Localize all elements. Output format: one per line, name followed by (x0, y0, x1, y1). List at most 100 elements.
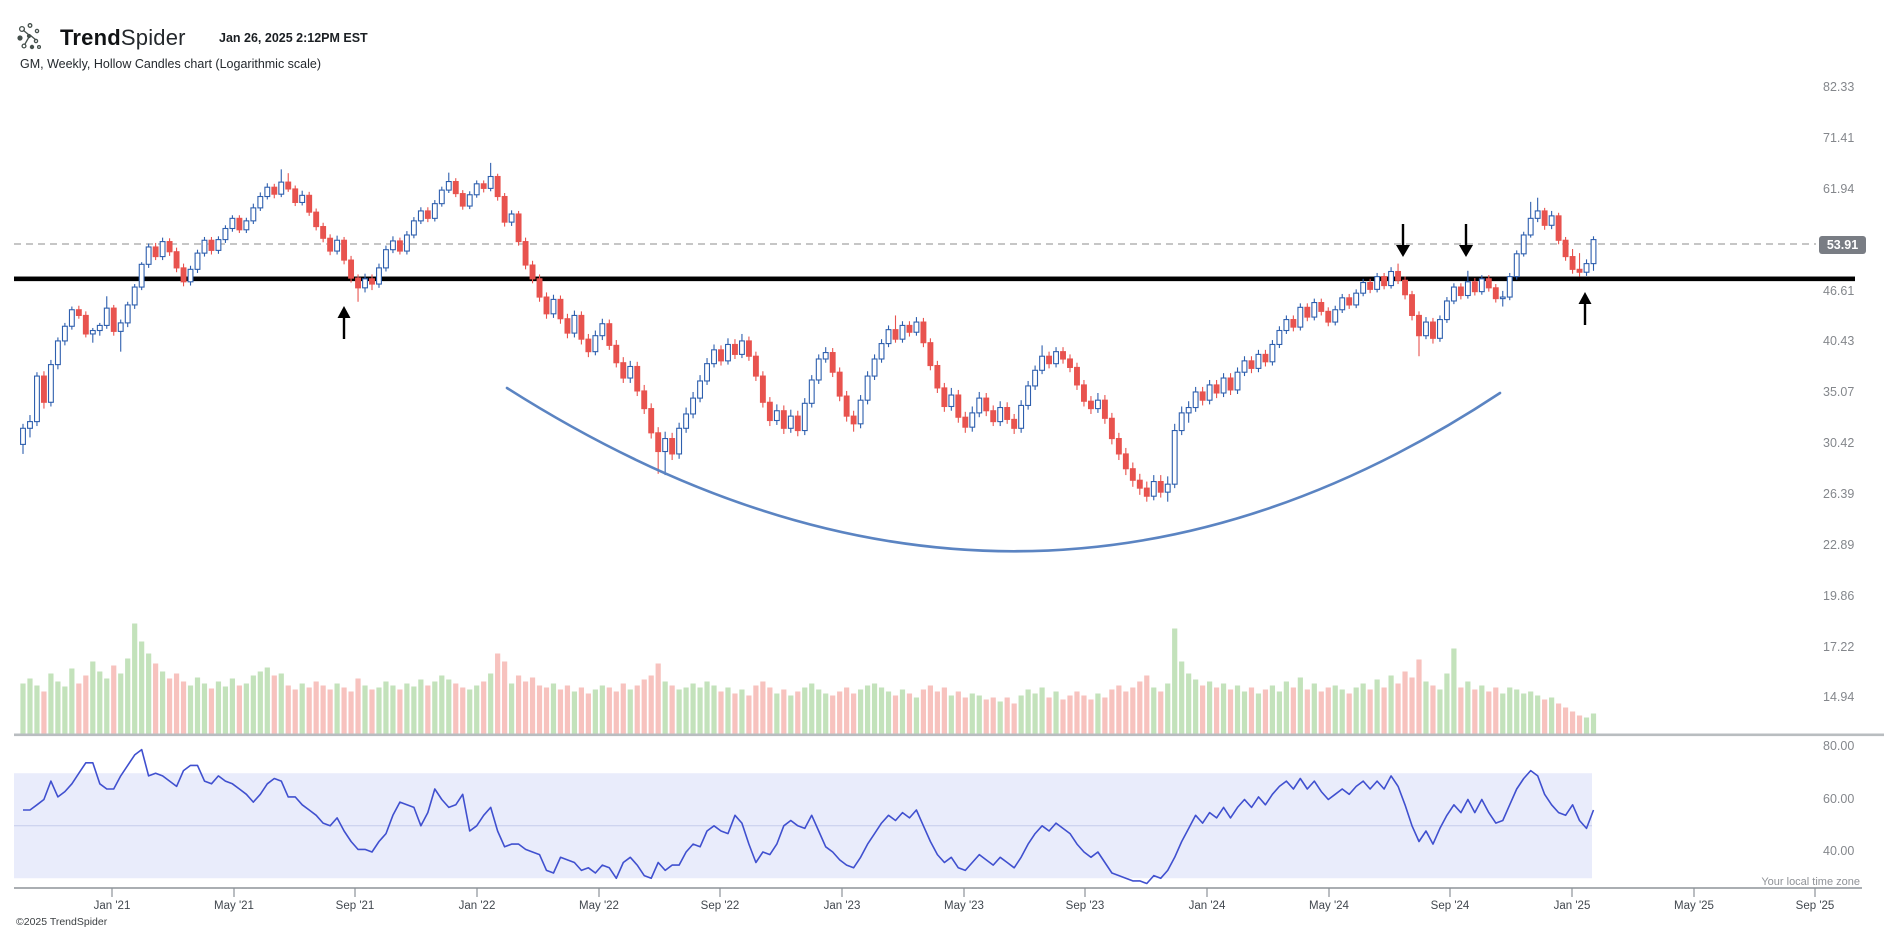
candle-body-up (417, 210, 424, 222)
volume-bar (913, 697, 920, 734)
candle-body-down (1409, 294, 1415, 316)
volume-bar (1542, 699, 1548, 734)
volume-bar (55, 681, 61, 734)
volume-bar (1255, 693, 1262, 734)
volume-bar (1395, 683, 1401, 734)
volume-bar (376, 687, 382, 734)
volume-bar (404, 683, 410, 734)
candle-body-up (1534, 210, 1541, 219)
volume-bar (1590, 713, 1597, 734)
x-axis-label: Sep '25 (1795, 900, 1835, 912)
candle-body-up (1150, 480, 1157, 497)
candle-body-down (606, 323, 613, 346)
candle-body-down (1213, 384, 1220, 394)
price-axis-label: 14.94 (1823, 690, 1855, 705)
candle-body-up (194, 252, 201, 270)
candle-body-up (1374, 276, 1381, 290)
candle-body-up (1436, 319, 1443, 339)
candle-body-up (117, 322, 124, 332)
volume-bar (962, 697, 968, 734)
up-arrow-annotation (1578, 292, 1592, 325)
candle-body-up (229, 217, 236, 230)
volume-bar (1388, 675, 1394, 734)
candle-body-up (138, 263, 145, 288)
candle-body-up (969, 412, 976, 428)
candle-body-down (522, 241, 529, 266)
candle-body-up (1332, 309, 1339, 323)
candle-body-up (725, 343, 731, 362)
candle-body-up (1506, 276, 1513, 298)
price-axis-label: 40.43 (1823, 334, 1855, 349)
volume-bar (969, 693, 975, 734)
brand-name: TrendSpider (60, 25, 186, 51)
x-axis-label: May '23 (944, 900, 984, 912)
volume-bar (306, 687, 312, 734)
candle-body-down (1074, 366, 1080, 386)
volume-bar (955, 691, 961, 734)
volume-bar (1486, 691, 1492, 734)
volume-bar (1549, 697, 1555, 734)
candle-body-down (1081, 384, 1087, 402)
candle-body-down (990, 410, 997, 423)
candle-body-down (941, 387, 948, 408)
volume-bar (1074, 691, 1080, 734)
volume-bar (1430, 685, 1436, 734)
candle-body-down (648, 408, 655, 434)
volume-bar (1165, 683, 1171, 734)
candle-body-down (906, 324, 913, 333)
timezone-note: Your local time zone (1761, 876, 1860, 888)
volume-bar (160, 671, 166, 734)
volume-bar (1521, 693, 1527, 734)
candle-body-down (585, 338, 592, 353)
volume-bar (1290, 687, 1296, 734)
candle-body-down (1290, 319, 1297, 328)
volume-bar (1325, 687, 1331, 734)
candle-body-down (355, 277, 361, 289)
candle-body-up (787, 415, 794, 429)
candle-body-up (1353, 292, 1360, 306)
candle-body-up (215, 239, 222, 251)
volume-bar (1444, 673, 1450, 734)
volume-bar (1500, 693, 1506, 734)
volume-bar (627, 689, 633, 734)
candle-body-up (1255, 353, 1262, 369)
candle-body-down (396, 240, 403, 252)
candle-body-up (913, 321, 920, 333)
candle-body-down (1157, 480, 1164, 493)
volume-bar (1039, 687, 1045, 734)
candle-body-down (732, 343, 738, 355)
candle-body-up (1450, 286, 1457, 302)
candle-body-up (334, 239, 341, 252)
volume-bar (522, 681, 529, 734)
volume-bar (1004, 697, 1010, 734)
volume-bar (1158, 691, 1164, 734)
candle-body-up (738, 340, 745, 355)
volume-bar (983, 699, 989, 734)
price-axis-label: 17.22 (1823, 639, 1855, 654)
candle-body-up (257, 195, 264, 209)
volume-bar (229, 678, 235, 734)
volume-bar (599, 685, 605, 734)
candle-body-up (1513, 253, 1520, 278)
volume-bar (1116, 685, 1122, 734)
volume-bar (173, 673, 180, 734)
candle-body-down (173, 251, 180, 269)
candle-body-up (410, 220, 417, 236)
volume-bar (739, 689, 745, 734)
candle-body-down (1304, 306, 1311, 318)
candle-body-up (1269, 343, 1276, 363)
down-arrow-annotation (1396, 224, 1410, 257)
volume-bar (327, 689, 333, 734)
volume-bar (941, 687, 947, 734)
candle-body-up (96, 324, 103, 332)
candle-body-down (1087, 400, 1094, 410)
candle-body-down (1471, 281, 1478, 293)
volume-bar (1179, 661, 1185, 734)
volume-bar (285, 685, 291, 734)
candle-body-up (1053, 351, 1059, 365)
volume-bar (1297, 677, 1303, 734)
volume-bar (934, 691, 940, 734)
volume-bar (139, 641, 145, 734)
candle-body-up (808, 379, 815, 404)
